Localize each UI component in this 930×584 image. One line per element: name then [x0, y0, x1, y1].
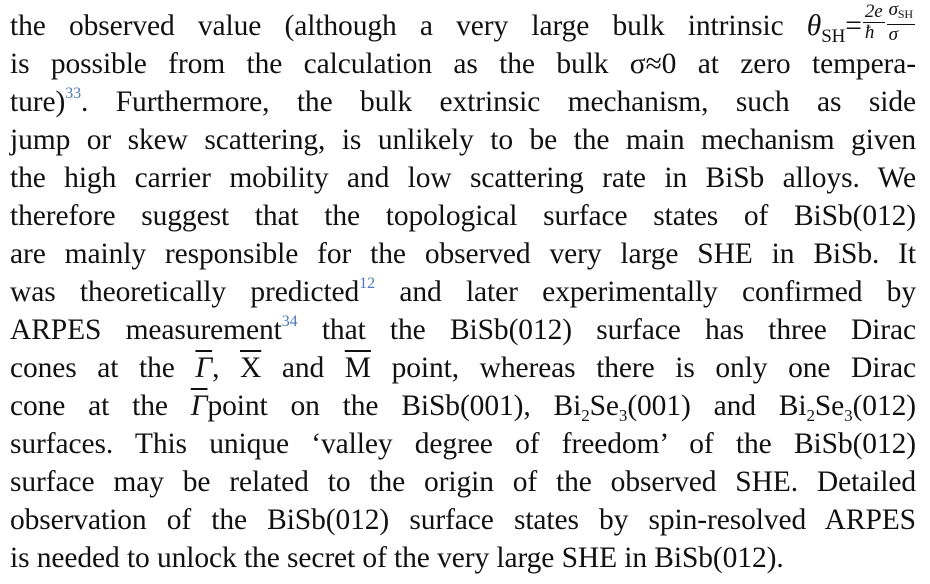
text-run: ARPES measurement — [10, 314, 282, 346]
text-run: that the BiSb(012) surface has three Dir… — [297, 314, 916, 346]
sh-subscript: SH — [821, 26, 846, 47]
text-line: cones at the Γ, X and M point, whereas t… — [10, 349, 916, 387]
text-line: therefore suggest that the topological s… — [10, 200, 916, 232]
m-point: M — [344, 352, 371, 384]
text-run: point on the BiSb(001), Bi — [207, 390, 582, 422]
sh-subscript: SH — [897, 6, 913, 21]
x-point: X — [240, 352, 262, 384]
subscript-2: 2 — [806, 406, 815, 425]
text-line: ture)33. Furthermore, the bulk extrinsic… — [10, 83, 916, 121]
subscript-3: 3 — [844, 406, 853, 425]
citation-12[interactable]: 12 — [359, 275, 376, 292]
text-run: , — [212, 352, 241, 384]
text-run: was theoretically predicted — [10, 276, 360, 308]
citation-34[interactable]: 34 — [281, 313, 298, 330]
subscript-3: 3 — [618, 406, 628, 425]
text-line: the observed value (although a very larg… — [10, 0, 916, 47]
text-run: and later experimentally confirmed by — [375, 276, 916, 308]
text-line: was theoretically predicted12 and later … — [10, 273, 916, 311]
text-line: observation of the BiSb(012) surface sta… — [10, 504, 916, 536]
fraction-numerator: σSH — [886, 0, 915, 25]
equals-sign: = — [845, 10, 862, 42]
text-run: and — [261, 352, 345, 384]
text-line: the high carrier mobility and low scatte… — [10, 162, 916, 194]
text-line: is needed to unlock the secret of the ve… — [10, 542, 784, 574]
text-run: Se — [589, 390, 619, 422]
fraction-denominator: σ — [888, 23, 898, 45]
text-line: surfaces. This unique ‘valley degree of … — [10, 428, 916, 460]
subscript-2: 2 — [581, 406, 590, 425]
text-run: cones at the — [10, 352, 196, 384]
text-line: surface may be related to the origin of … — [10, 466, 916, 498]
fraction-denominator: ħ — [864, 21, 875, 43]
text-run: ture) — [10, 86, 66, 118]
text-line: jump or skew scattering, is unlikely to … — [10, 124, 916, 156]
theta-symbol: θ — [806, 10, 822, 42]
text-run: (001) and Bi — [627, 390, 807, 422]
text-run: (012) — [852, 390, 917, 422]
sigma-symbol: σ — [888, 0, 898, 20]
gamma-point: Γ — [190, 390, 208, 422]
citation-33[interactable]: 33 — [65, 85, 81, 102]
text-run: point, whereas there is only one Dirac — [370, 352, 917, 384]
text-line: is possible from the calculation as the … — [10, 48, 916, 80]
text-run: the observed value (although a very larg… — [10, 10, 807, 42]
text-line: are mainly responsible for the observed … — [10, 238, 916, 270]
fraction-2e-over-hbar: 2e ħ — [862, 0, 885, 43]
gamma-point: Γ — [195, 352, 213, 384]
text-run: cone at the — [10, 390, 191, 422]
text-run: Se — [814, 390, 845, 422]
fraction-numerator: 2e — [862, 0, 885, 23]
text-line: cone at the Γpoint on the BiSb(001), Bi2… — [10, 387, 916, 425]
text-run: . Furthermore, the bulk extrinsic mechan… — [81, 86, 916, 118]
text-line: ARPES measurement34 that the BiSb(012) s… — [10, 311, 916, 349]
body-paragraph: the observed value (although a very larg… — [10, 0, 916, 577]
fraction-sigma-ratio: σSH σ — [886, 0, 915, 45]
